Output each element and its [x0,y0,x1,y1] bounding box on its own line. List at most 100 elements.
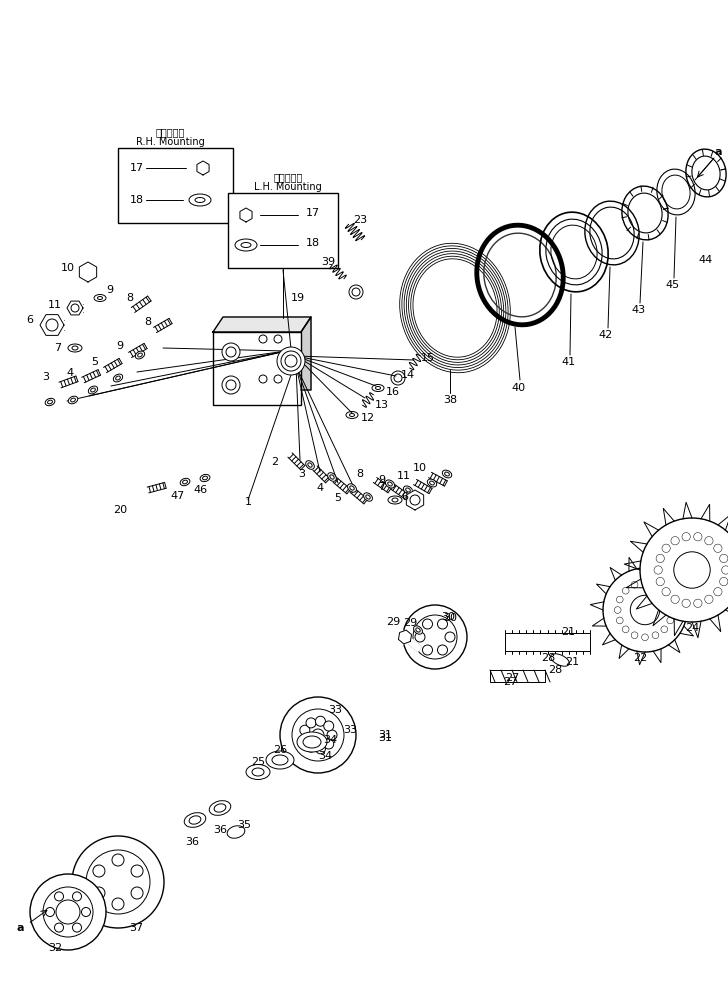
Ellipse shape [388,496,402,504]
Circle shape [277,347,305,375]
Ellipse shape [272,755,288,765]
Circle shape [671,595,679,604]
Text: 1: 1 [245,497,251,507]
Circle shape [656,578,665,586]
Circle shape [652,582,659,588]
Text: 11: 11 [397,471,411,481]
Ellipse shape [308,463,312,467]
Text: 17: 17 [130,163,144,173]
Text: 左側取付時: 左側取付時 [273,172,303,182]
Circle shape [131,887,143,899]
Text: 5: 5 [92,357,98,367]
Circle shape [292,709,344,761]
Circle shape [327,730,337,740]
Circle shape [112,854,124,866]
Ellipse shape [297,732,327,752]
Polygon shape [398,630,411,644]
Ellipse shape [180,478,190,486]
Text: 34: 34 [318,751,332,761]
Circle shape [662,588,670,596]
Circle shape [312,729,324,741]
Circle shape [73,892,82,901]
Text: 27: 27 [505,673,519,683]
Text: 16: 16 [386,387,400,397]
Circle shape [630,595,660,625]
Ellipse shape [416,628,420,632]
Ellipse shape [135,351,145,359]
Text: 9: 9 [379,475,386,485]
Text: 40: 40 [511,383,525,393]
Ellipse shape [376,386,381,389]
Circle shape [349,285,363,299]
Text: 26: 26 [273,745,287,755]
Circle shape [667,617,673,624]
Text: 21: 21 [565,657,579,667]
Ellipse shape [189,194,211,206]
Circle shape [73,923,82,932]
Circle shape [43,887,93,937]
Ellipse shape [266,751,294,769]
Circle shape [300,735,310,745]
Polygon shape [301,317,311,390]
Text: 38: 38 [443,395,457,405]
Ellipse shape [330,475,334,479]
Polygon shape [40,314,64,335]
Circle shape [622,626,629,633]
Circle shape [55,923,63,932]
Text: 5: 5 [334,493,341,503]
Text: 9: 9 [106,285,114,295]
Polygon shape [411,510,419,522]
Circle shape [30,874,106,950]
Ellipse shape [200,474,210,482]
Text: 29: 29 [386,617,400,627]
Circle shape [403,605,467,669]
Ellipse shape [184,812,206,827]
Circle shape [415,632,425,642]
Circle shape [721,566,728,574]
Bar [505,633,590,651]
Circle shape [222,343,240,361]
Text: 2: 2 [272,457,279,467]
Text: 42: 42 [599,330,613,340]
Ellipse shape [116,376,120,380]
Text: 30: 30 [441,612,455,622]
Polygon shape [408,639,422,652]
Text: 33: 33 [328,705,342,715]
Text: 35: 35 [237,820,251,830]
Ellipse shape [47,400,52,404]
Text: 8: 8 [127,293,133,303]
Text: 44: 44 [699,255,713,265]
Circle shape [306,718,316,728]
Text: 39: 39 [321,257,335,267]
Text: 36: 36 [185,837,199,847]
Circle shape [682,533,690,541]
Text: 20: 20 [113,505,127,515]
Text: L.H. Mounting: L.H. Mounting [254,182,322,192]
Circle shape [652,632,659,639]
Text: 8: 8 [144,317,151,327]
Text: 6: 6 [26,315,33,325]
Circle shape [259,375,267,383]
Text: 7: 7 [379,482,386,492]
Text: 28: 28 [548,665,562,675]
Text: 31: 31 [378,733,392,743]
Ellipse shape [91,388,95,392]
Circle shape [55,892,63,901]
Polygon shape [197,161,209,175]
Polygon shape [79,262,97,282]
Ellipse shape [45,398,55,406]
Ellipse shape [385,480,395,488]
Circle shape [391,371,405,385]
Circle shape [71,304,79,312]
Circle shape [445,632,455,642]
Circle shape [705,537,713,545]
Ellipse shape [303,736,321,748]
Circle shape [324,739,333,749]
Circle shape [661,626,668,633]
Circle shape [394,374,402,382]
Ellipse shape [68,344,82,352]
Polygon shape [67,301,83,315]
Circle shape [86,850,150,914]
Ellipse shape [550,654,569,667]
Text: 10: 10 [61,263,75,273]
